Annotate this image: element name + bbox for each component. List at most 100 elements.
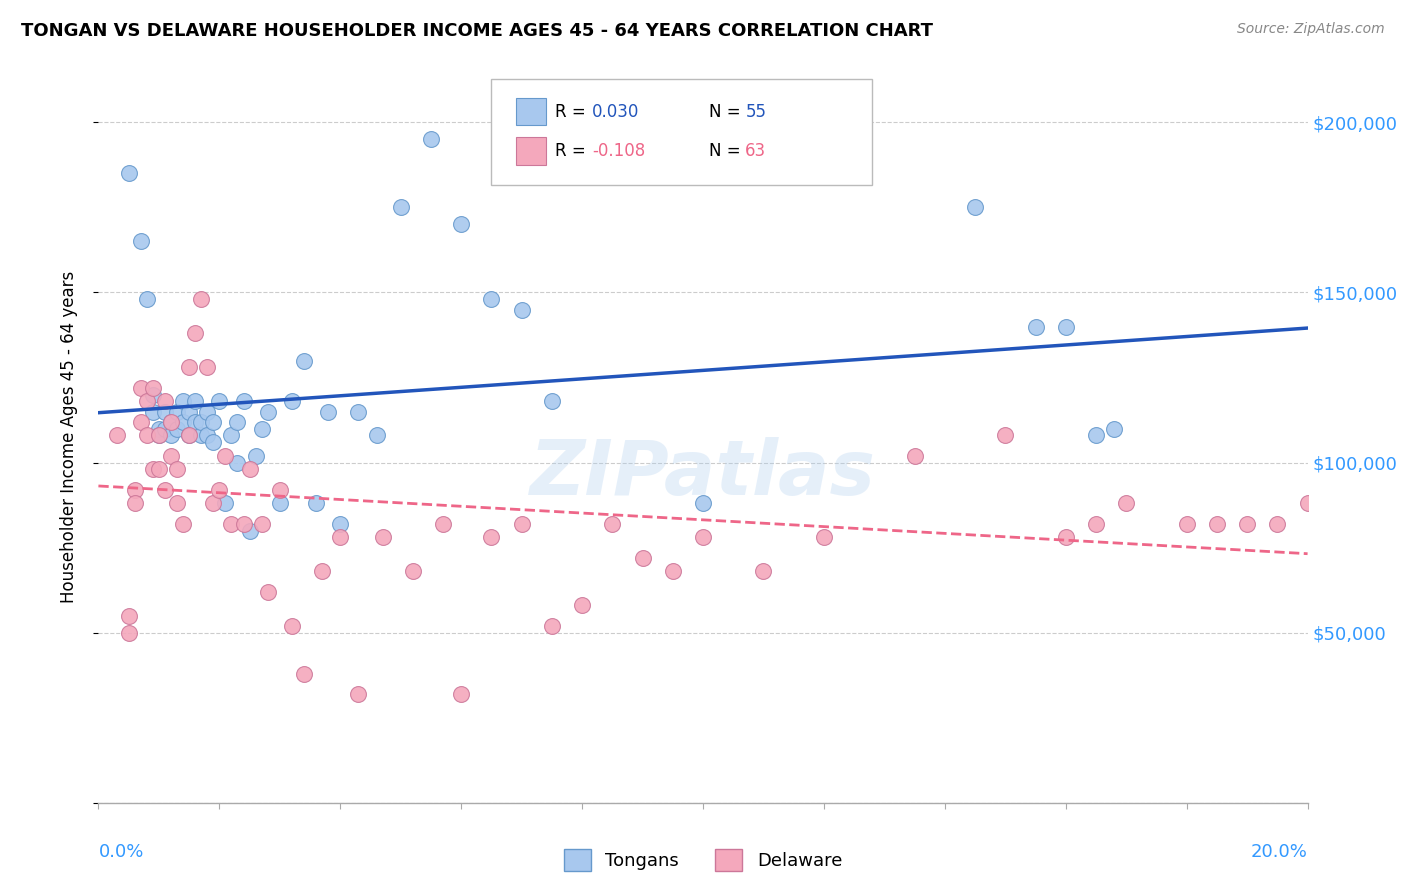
Point [202, 415, 225, 429]
Point [148, 428, 170, 442]
Point [129, 235, 152, 249]
Point [1296, 496, 1319, 510]
Point [450, 218, 472, 232]
Point [160, 449, 183, 463]
Point [1085, 516, 1108, 531]
Point [389, 201, 412, 215]
Text: 0.0%: 0.0% [98, 843, 143, 861]
Point [481, 293, 503, 307]
Point [148, 462, 170, 476]
Text: -0.108: -0.108 [592, 142, 645, 160]
Point [226, 456, 249, 470]
Point [250, 516, 273, 531]
Point [202, 435, 225, 450]
Point [402, 565, 425, 579]
Point [184, 394, 207, 409]
Point [195, 404, 218, 418]
Point [366, 428, 388, 442]
Point [1206, 516, 1229, 531]
Point [190, 415, 212, 429]
Point [245, 449, 267, 463]
Point [135, 428, 157, 442]
Point [239, 524, 262, 538]
Point [813, 531, 835, 545]
Point [432, 516, 454, 531]
Point [481, 531, 503, 545]
Point [166, 404, 188, 418]
Point [118, 625, 141, 640]
Point [153, 483, 176, 497]
Point [160, 415, 183, 429]
Point [202, 496, 225, 510]
Point [281, 394, 304, 409]
Point [1115, 496, 1137, 510]
Text: N =: N = [709, 142, 747, 160]
Point [347, 404, 370, 418]
Point [179, 428, 201, 442]
Point [1267, 516, 1289, 531]
Point [292, 666, 315, 681]
Text: R =: R = [555, 103, 592, 120]
Text: 63: 63 [745, 142, 766, 160]
Point [135, 293, 157, 307]
Point [214, 449, 236, 463]
Point [904, 449, 927, 463]
Point [540, 394, 562, 409]
Point [311, 565, 333, 579]
Point [195, 428, 218, 442]
Point [292, 353, 315, 368]
Point [195, 360, 218, 375]
Point [142, 387, 165, 401]
Point [214, 496, 236, 510]
Point [1102, 421, 1125, 435]
Point [172, 394, 194, 409]
Point [232, 394, 254, 409]
Point [994, 428, 1017, 442]
Legend: Tongans, Delaware: Tongans, Delaware [557, 842, 849, 879]
Point [105, 428, 128, 442]
Point [221, 516, 243, 531]
Text: TONGAN VS DELAWARE HOUSEHOLDER INCOME AGES 45 - 64 YEARS CORRELATION CHART: TONGAN VS DELAWARE HOUSEHOLDER INCOME AG… [21, 22, 934, 40]
Point [269, 496, 291, 510]
Point [1236, 516, 1258, 531]
Point [124, 483, 146, 497]
Point [692, 496, 714, 510]
Point [135, 394, 157, 409]
FancyBboxPatch shape [516, 98, 546, 126]
Point [661, 565, 683, 579]
Point [166, 421, 188, 435]
Point [129, 415, 152, 429]
Point [965, 201, 987, 215]
Point [571, 599, 593, 613]
Point [179, 360, 201, 375]
Point [250, 421, 273, 435]
Point [148, 428, 170, 442]
Point [631, 550, 654, 565]
Point [540, 619, 562, 633]
Text: ZIPatlas: ZIPatlas [530, 437, 876, 510]
Point [752, 565, 775, 579]
Point [172, 415, 194, 429]
Point [179, 428, 201, 442]
Point [692, 531, 714, 545]
Point [153, 394, 176, 409]
Text: Source: ZipAtlas.com: Source: ZipAtlas.com [1237, 22, 1385, 37]
Point [269, 483, 291, 497]
Point [184, 326, 207, 341]
Point [184, 415, 207, 429]
FancyBboxPatch shape [492, 78, 872, 185]
Y-axis label: Householder Income Ages 45 - 64 years: Householder Income Ages 45 - 64 years [59, 271, 77, 603]
Point [172, 516, 194, 531]
Point [190, 428, 212, 442]
Point [510, 302, 533, 317]
Text: R =: R = [555, 142, 592, 160]
Point [1054, 319, 1077, 334]
Point [208, 394, 231, 409]
Point [208, 483, 231, 497]
Point [179, 404, 201, 418]
Point [129, 381, 152, 395]
Point [510, 516, 533, 531]
Point [148, 421, 170, 435]
Point [281, 619, 304, 633]
Point [142, 404, 165, 418]
